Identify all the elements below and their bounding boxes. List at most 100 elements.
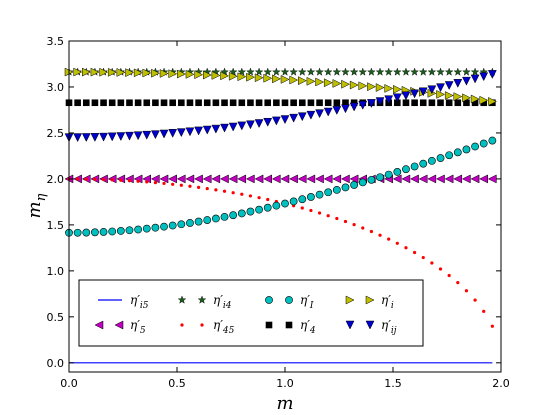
data-point-ij: [133, 131, 143, 141]
data-point-4: [419, 99, 427, 107]
data-point-I: [479, 139, 488, 148]
svg-text:η′i5: η′i5: [130, 293, 149, 311]
data-point-ij: [479, 72, 489, 82]
svg-text:mη: mη: [24, 193, 49, 218]
data-point-45: [473, 298, 477, 302]
data-point-4: [394, 99, 401, 107]
data-point-45: [119, 178, 123, 182]
data-point-i: [332, 79, 342, 88]
data-point-i4: [358, 67, 368, 76]
data-point-ij: [366, 99, 376, 108]
data-point-45: [317, 211, 322, 215]
data-point-5: [202, 174, 212, 184]
legend-item-i4: η′i4: [177, 293, 232, 311]
data-point-4: [411, 99, 418, 107]
data-point-I: [142, 224, 151, 233]
data-point-45: [335, 216, 339, 221]
data-point-i4: [237, 67, 247, 76]
data-point-45: [430, 261, 434, 265]
data-point-i: [453, 92, 463, 102]
data-point-ij: [315, 109, 324, 119]
data-point-ij: [271, 116, 281, 126]
data-point-i: [202, 70, 212, 80]
data-point-ij: [487, 70, 497, 79]
data-point-45: [482, 309, 486, 313]
data-point-4: [221, 99, 228, 107]
data-point-4: [471, 99, 479, 107]
legend-marker: [285, 296, 293, 304]
data-point-ij: [289, 113, 299, 123]
data-point-ij: [159, 129, 169, 139]
legend-label: η′: [213, 318, 223, 332]
data-point-5: [219, 174, 229, 184]
data-point-45: [136, 179, 140, 183]
data-point-ij: [220, 123, 229, 133]
data-point-i: [254, 73, 264, 83]
data-point-5: [332, 174, 342, 184]
data-point-i: [99, 67, 109, 77]
data-point-5: [280, 174, 290, 184]
data-point-i: [82, 67, 91, 77]
legend-marker: [94, 320, 104, 330]
data-point-ij: [176, 128, 186, 138]
data-point-ij: [280, 115, 290, 125]
data-point-ij: [470, 74, 480, 84]
legend-label-subscript: ij: [391, 326, 397, 336]
data-point-i: [263, 73, 273, 83]
legend-label-subscript: i: [391, 301, 394, 311]
data-point-5: [427, 174, 437, 184]
data-point-4: [307, 99, 315, 107]
data-point-4: [437, 99, 444, 107]
data-point-5: [418, 174, 428, 184]
data-point-I: [376, 173, 384, 182]
data-point-ij: [462, 76, 471, 86]
data-point-4: [74, 99, 81, 107]
data-point-i: [375, 83, 385, 92]
data-point-45: [266, 197, 270, 202]
data-point-ij: [306, 110, 316, 120]
legend-label-subscript: i5: [140, 301, 149, 311]
legend-marker: [180, 323, 184, 327]
data-point-I: [73, 228, 82, 237]
data-point-4: [195, 99, 202, 107]
y-axis-label-subscript: η: [34, 193, 49, 201]
data-point-i4: [297, 67, 307, 76]
data-point-I: [289, 197, 298, 206]
data-point-I: [315, 190, 324, 199]
data-point-i4: [254, 67, 264, 76]
data-point-i: [142, 68, 152, 78]
data-point-i: [358, 81, 368, 91]
data-point-i4: [272, 67, 281, 76]
data-point-i4: [436, 67, 445, 76]
data-point-45: [257, 196, 261, 200]
data-point-5: [479, 174, 488, 184]
legend-label-subscript: 45: [222, 326, 235, 336]
legend-label-subscript: 4: [309, 326, 316, 336]
data-point-ij: [444, 81, 454, 91]
y-axis-label-group: mη: [24, 193, 49, 218]
data-point-5: [453, 174, 463, 184]
legend-item-ij: η′ij: [345, 318, 397, 336]
data-point-4: [255, 99, 263, 107]
data-point-45: [76, 177, 80, 181]
data-point-5: [435, 174, 445, 184]
data-point-i: [393, 84, 402, 94]
data-point-I: [255, 205, 263, 214]
data-point-45: [101, 177, 106, 182]
data-point-ij: [168, 129, 178, 138]
data-point-5: [323, 174, 333, 184]
data-point-5: [237, 174, 247, 184]
data-point-4: [126, 99, 133, 107]
data-point-5: [392, 174, 402, 184]
data-point-ij: [150, 130, 160, 140]
data-point-ij: [418, 87, 428, 97]
data-point-ij: [211, 124, 221, 134]
data-point-i: [246, 72, 255, 82]
data-point-i: [462, 93, 471, 103]
data-point-ij: [185, 127, 195, 137]
data-point-i: [107, 67, 117, 77]
data-point-i: [479, 95, 489, 105]
data-point-45: [300, 206, 304, 210]
x-tick-label: 0.5: [168, 377, 186, 390]
data-point-4: [82, 99, 90, 107]
